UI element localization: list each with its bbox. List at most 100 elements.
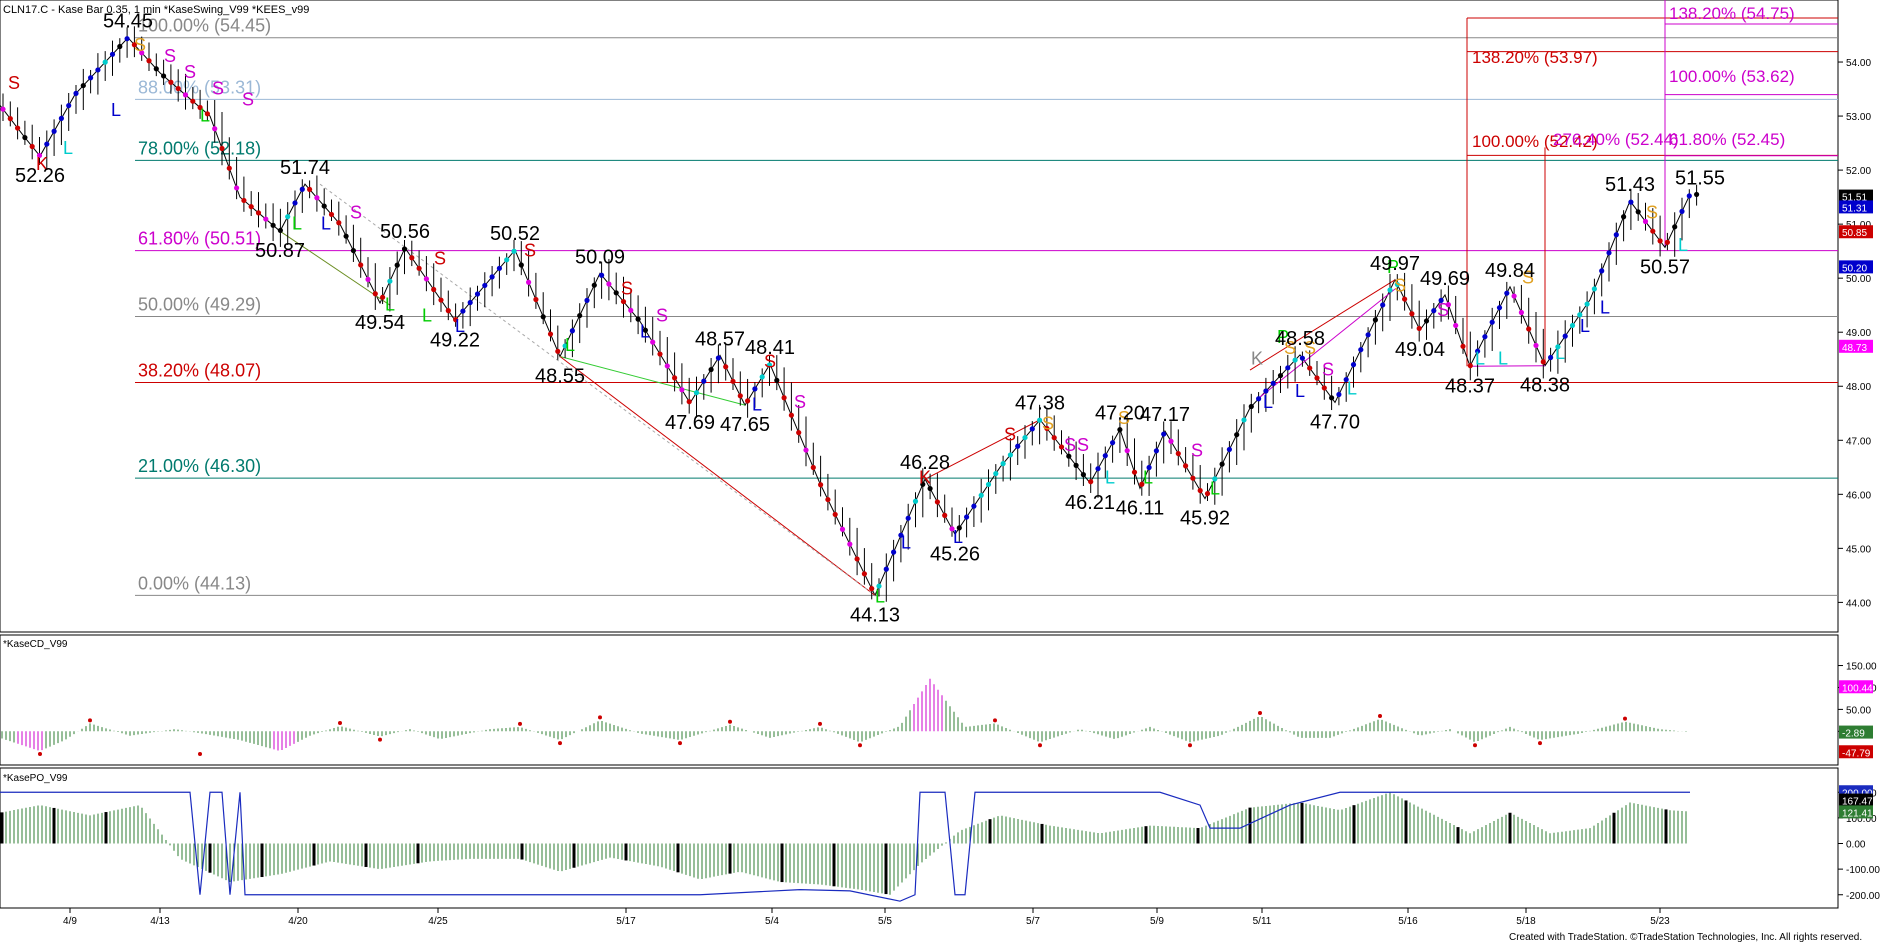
candle-body [1489, 319, 1495, 325]
candle-body [1431, 308, 1437, 314]
swing-point-label: 51.74 [280, 157, 330, 179]
candle-body [1241, 417, 1247, 423]
value-tag-label: 51.51 [1842, 193, 1867, 204]
candle-body [0, 106, 6, 112]
candle-body [1058, 444, 1065, 450]
candle-body [730, 378, 736, 384]
swing-point-label: 47.65 [720, 414, 770, 436]
candle-body [606, 281, 612, 287]
trend-line-green [559, 356, 746, 406]
candle-body [679, 387, 685, 393]
candle-body [672, 375, 678, 381]
candle-body [1569, 322, 1576, 329]
swing-point-label: 47.20 [1095, 402, 1145, 424]
candle-body [1694, 191, 1700, 198]
candle-body [1358, 347, 1364, 353]
candle-body [131, 42, 137, 48]
value-tag-label: 167.47 [1842, 797, 1873, 808]
candle-body [832, 511, 838, 518]
kasecd-trough-dot [1038, 743, 1042, 748]
swing-point-label: 50.09 [575, 246, 625, 268]
signal-letter: L [1475, 349, 1485, 369]
signal-letter: L [292, 214, 302, 234]
candle-body [307, 186, 313, 193]
candle-body [1518, 309, 1524, 316]
candle-body [781, 395, 787, 401]
kasecd-trough-dot [558, 741, 562, 746]
swing-point-label: 46.11 [1116, 497, 1165, 519]
candle-body [212, 126, 218, 132]
signal-letter: L [1263, 392, 1273, 412]
x-tick-label: 4/9 [63, 916, 77, 927]
candle-body [270, 222, 276, 228]
kasepo-tick-label: -200.00 [1846, 891, 1880, 902]
candle-body [15, 125, 21, 131]
value-tag-label: 51.31 [1842, 203, 1867, 214]
candle-body [343, 233, 349, 239]
candle-body [453, 317, 459, 323]
signal-letter: L [953, 527, 963, 547]
candle-body [1131, 469, 1138, 475]
candle-body [642, 327, 649, 333]
candle-body [518, 262, 524, 268]
kasecd-trough-dot [38, 752, 42, 757]
signal-letter: S [656, 305, 668, 325]
candle-body [139, 50, 145, 56]
candle-body [409, 255, 415, 261]
kasecd-trough-dot [198, 752, 202, 757]
value-tag [1839, 200, 1873, 214]
candle-body [547, 331, 554, 337]
swing-point-label: 51.55 [1675, 167, 1725, 189]
candle-body [1204, 490, 1211, 497]
kasepo-title: *KasePO_V99 [3, 773, 68, 784]
candle-body [861, 571, 868, 577]
swing-point-label: 47.38 [1015, 393, 1065, 415]
candle-body [1372, 317, 1378, 323]
candle-body [657, 351, 663, 357]
kasecd-tick-label: 50.00 [1846, 705, 1871, 716]
kasepo-tick-label: 100.00 [1846, 814, 1877, 825]
candle-body [1292, 357, 1298, 363]
candle-body [803, 447, 809, 453]
candle-body [380, 294, 386, 300]
candle-body [1226, 446, 1232, 453]
candle-body [818, 482, 824, 488]
trend-line-red [559, 356, 876, 596]
candle-body [146, 58, 152, 64]
candle-body [1212, 476, 1218, 482]
price-tick-label: 49.00 [1846, 328, 1871, 339]
signal-letter: L [1555, 343, 1565, 363]
candle-body [759, 374, 765, 380]
kasecd-peak-dot [1258, 710, 1262, 715]
candle-body [1613, 232, 1619, 238]
candle-body [109, 51, 116, 57]
swing-point-label: 54.45 [103, 11, 153, 33]
candles [0, 26, 1700, 602]
candle-body [197, 104, 203, 111]
price-axis: 54.0053.0052.0051.0050.0049.0048.0047.00… [1838, 58, 1873, 609]
signal-letter: S [621, 278, 633, 298]
kasecd-trough-dot [1188, 743, 1192, 748]
x-tick-label: 4/25 [428, 916, 448, 927]
candle-body [277, 227, 283, 234]
candle-body [1256, 396, 1262, 402]
signal-letter: L [111, 100, 121, 120]
projection-label: 276.40% (52.44) [1553, 130, 1679, 149]
candle-body [1110, 440, 1116, 446]
candle-body [204, 111, 210, 117]
swing-point-label: 48.38 [1520, 375, 1570, 397]
candle-body [51, 128, 57, 134]
candle-body [226, 165, 232, 171]
value-tag-label: -47.79 [1842, 748, 1871, 759]
projection-label: 138.20% (54.75) [1669, 4, 1795, 23]
candle-body [949, 526, 955, 532]
signal-letter: L [752, 395, 762, 415]
candle-body [635, 316, 641, 322]
value-tag-label: -2.89 [1842, 729, 1865, 740]
candle-body [1548, 354, 1554, 361]
price-tick-label: 52.00 [1846, 166, 1871, 177]
candle-body [1438, 297, 1444, 304]
candle-body [664, 363, 670, 369]
candle-body [1219, 461, 1225, 467]
candle-body [168, 79, 174, 85]
